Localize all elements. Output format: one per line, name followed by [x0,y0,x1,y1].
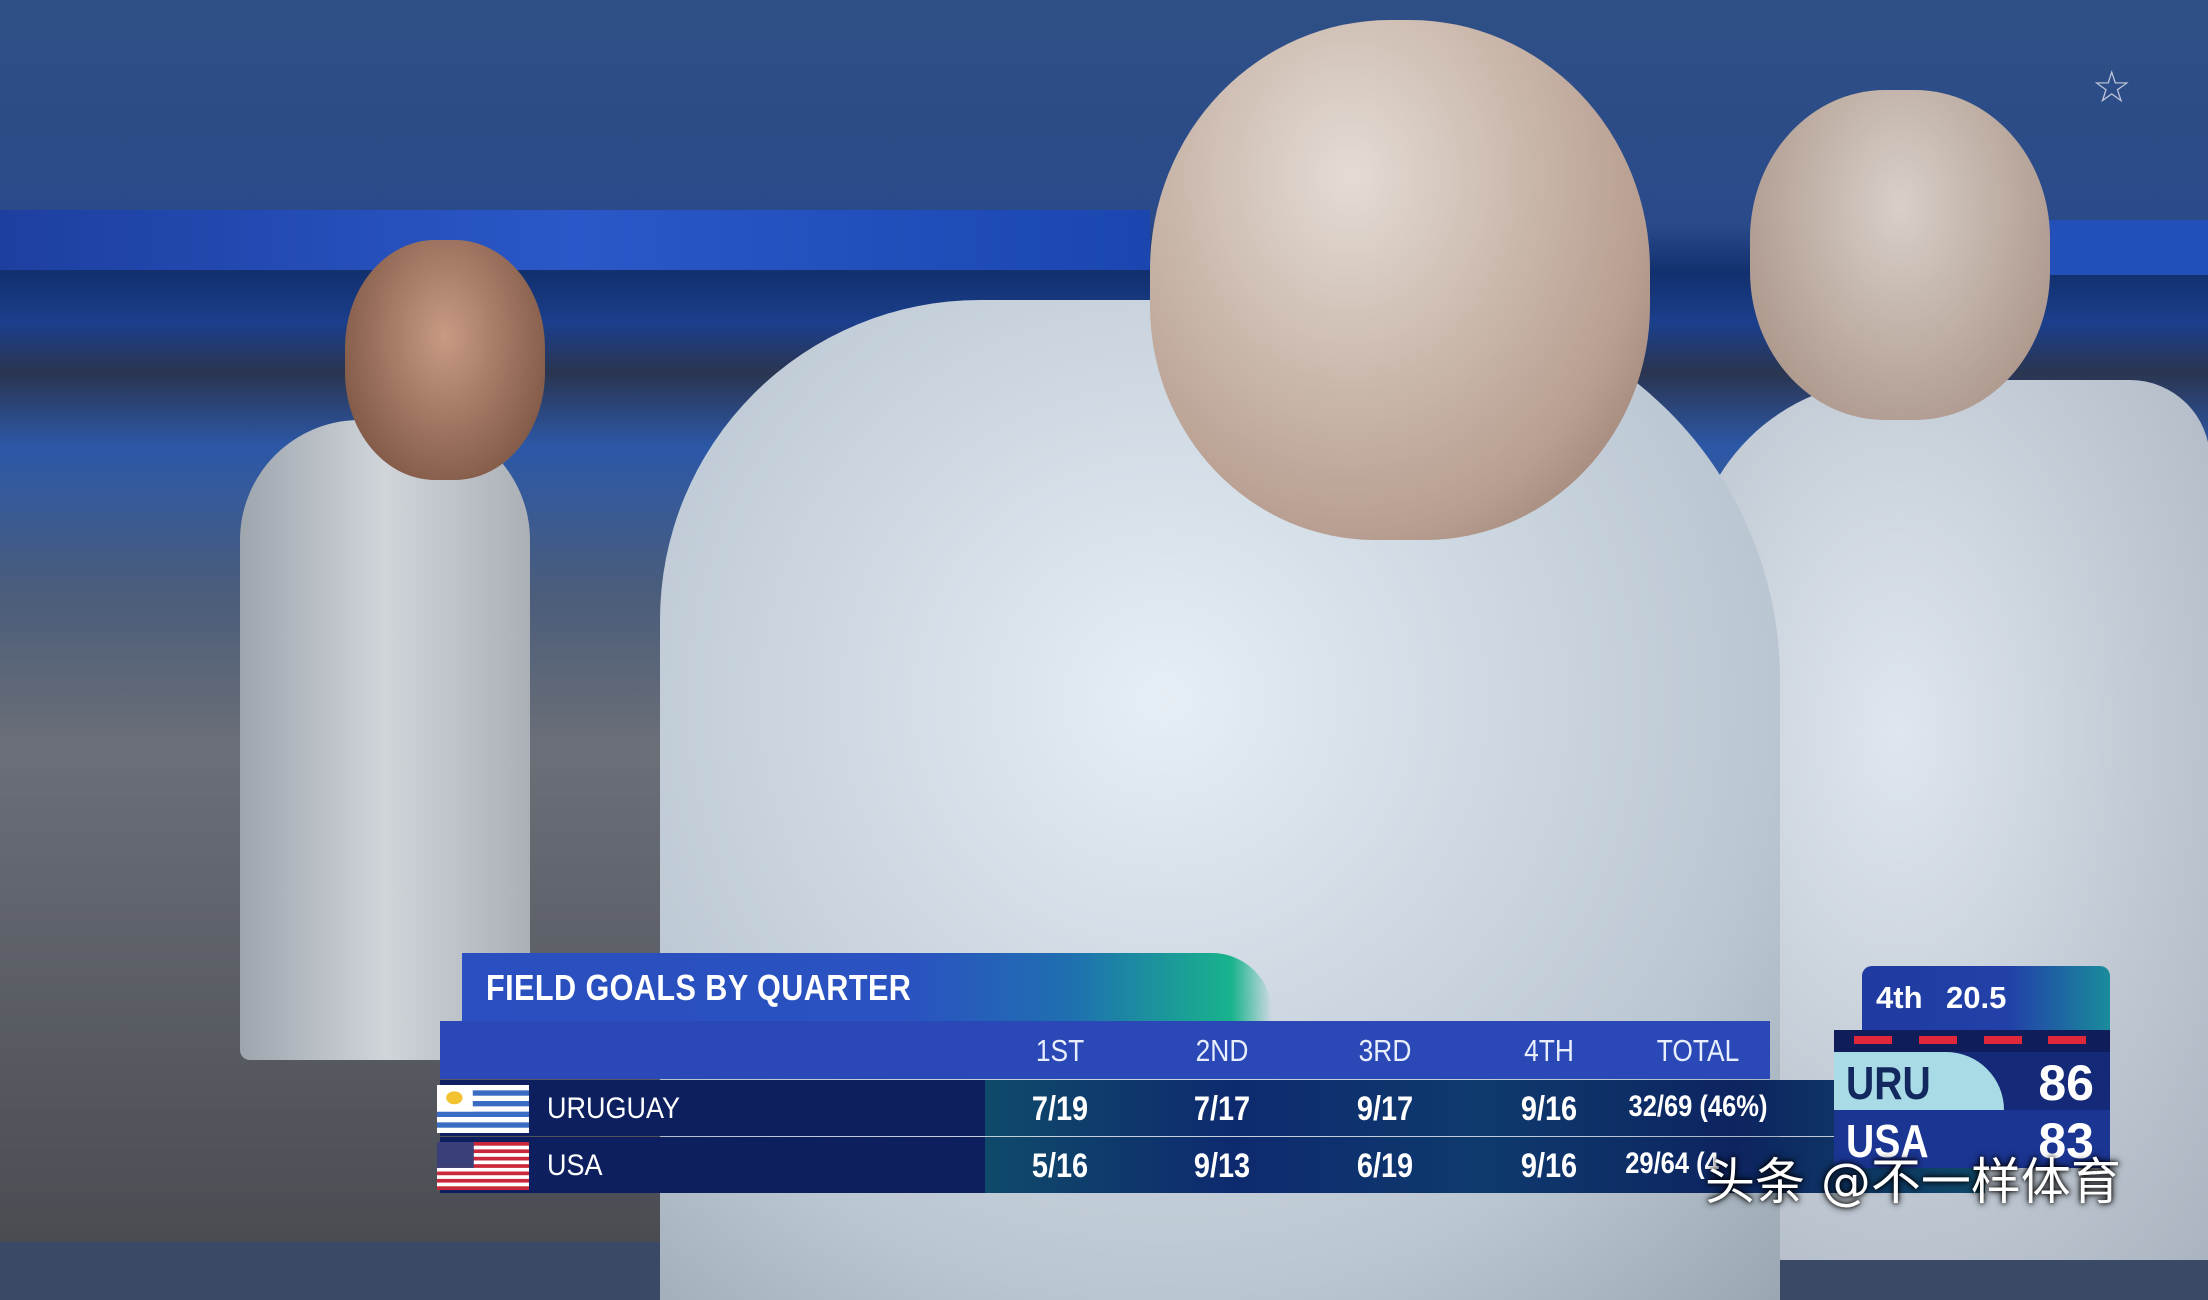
stat-value: 5/16 [1031,1147,1089,1185]
person-right-head [1750,90,2050,420]
graphic-title-bar: FIELD GOALS BY QUARTER [462,953,1272,1021]
person-center-head [1150,20,1650,540]
column-header: 4TH [1524,1033,1574,1068]
period: 4th [1876,980,1923,1015]
scorebug-row-usa: USA 83 [1834,1110,2110,1169]
uruguay-flag-icon [437,1085,529,1133]
team-abbr: URU [1846,1057,1931,1109]
stat-total: 32/69 (46%) [1628,1090,1768,1123]
graphic-title: FIELD GOALS BY QUARTER [486,967,912,1008]
team-fouls-indicator [1834,1030,2110,1052]
game-clock-bar: 4th 20.5 [1862,966,2110,1030]
column-header: TOTAL [1656,1033,1740,1068]
table-row: URUGUAY 7/19 7/17 9/17 9/16 32/69 (46%) [437,1080,1985,1136]
scorebug-row-uru: URU 86 [1834,1052,2110,1111]
team-score: 83 [2038,1113,2094,1169]
stat-value: 9/16 [1520,1090,1578,1128]
stat-total: 29/64 (4 [1625,1147,1719,1180]
column-header: 1ST [1035,1033,1085,1068]
stat-value: 7/19 [1031,1090,1089,1128]
column-header: 2ND [1195,1033,1249,1068]
graphic-header-row: 1ST 2ND 3RD 4TH TOTAL [440,1021,1770,1079]
broadcaster-star-icon: ☆ [2092,63,2132,112]
game-clock: 20.5 [1946,980,2007,1015]
team-name: URUGUAY [547,1092,681,1125]
person-left-head [345,240,545,480]
stat-value: 7/17 [1193,1090,1251,1128]
team-name: USA [547,1149,603,1182]
column-header: 3RD [1358,1033,1412,1068]
team-score: 86 [2038,1055,2094,1111]
stat-value: 9/16 [1520,1147,1578,1185]
stat-value: 9/17 [1356,1090,1414,1128]
table-row: USA 5/16 9/13 6/19 9/16 29/64 (4 [437,1137,1985,1193]
ad-banner [0,210,1150,270]
usa-flag-icon [437,1142,529,1190]
watermark: 头条 @不一样体育 [1705,1153,2121,1211]
team-abbr: USA [1846,1115,1929,1167]
stat-value: 6/19 [1356,1147,1414,1185]
stat-value: 9/13 [1193,1147,1251,1185]
ad-banner-right [2028,220,2208,275]
